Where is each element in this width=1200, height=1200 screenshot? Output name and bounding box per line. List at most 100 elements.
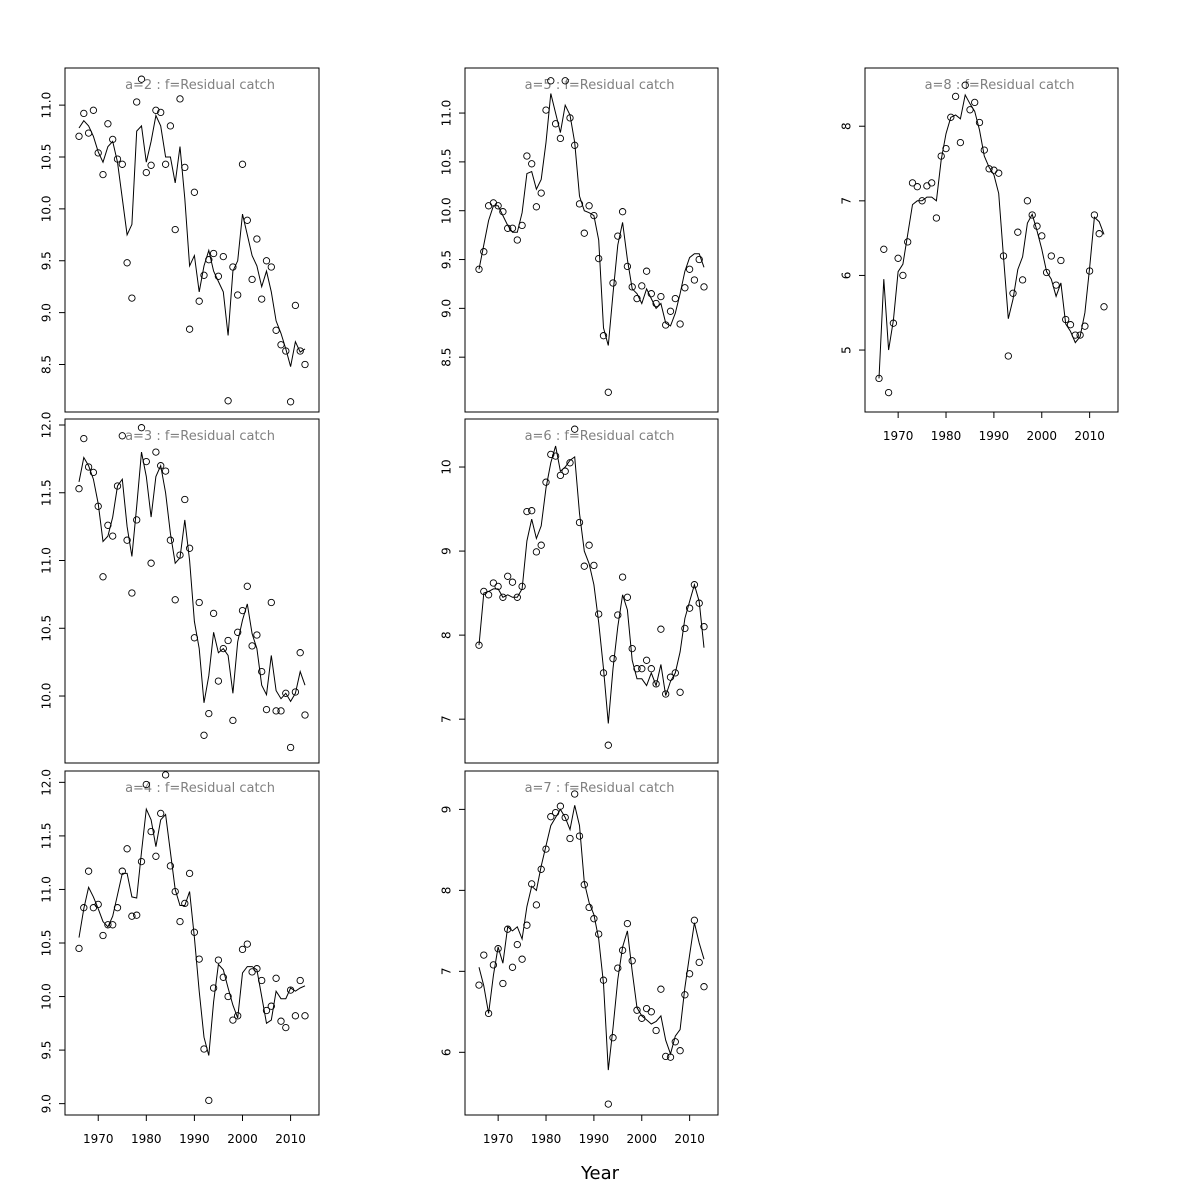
data-point	[609, 279, 617, 287]
data-point	[537, 189, 545, 197]
data-point	[1066, 321, 1075, 329]
data-point	[238, 160, 247, 168]
data-point	[633, 1006, 641, 1014]
data-point	[575, 832, 584, 840]
data-point	[301, 711, 309, 719]
data-point	[253, 965, 261, 973]
data-point	[1085, 267, 1094, 275]
data-point	[671, 669, 679, 677]
data-point	[258, 667, 266, 676]
data-point	[657, 292, 665, 301]
data-point	[666, 307, 675, 315]
data-point	[685, 604, 694, 612]
data-point	[542, 478, 550, 486]
data-point	[205, 1096, 213, 1105]
data-point	[599, 976, 608, 984]
data-point	[513, 940, 521, 949]
data-point	[234, 291, 242, 299]
data-point	[181, 495, 189, 504]
data-point	[282, 1023, 290, 1032]
data-point	[219, 644, 227, 653]
data-point	[956, 138, 965, 147]
data-point	[282, 347, 290, 355]
data-point	[638, 665, 646, 673]
data-point	[889, 319, 898, 327]
data-point	[104, 521, 112, 529]
data-point	[75, 132, 83, 140]
y-tick-label: 10.5	[40, 144, 54, 171]
data-point	[185, 544, 194, 552]
data-point	[604, 388, 612, 396]
data-point	[267, 263, 275, 271]
y-tick-label: 6	[440, 1048, 454, 1056]
data-point	[995, 169, 1003, 177]
data-point	[248, 968, 256, 976]
data-point	[248, 275, 256, 284]
data-point	[551, 452, 560, 460]
y-tick-label: 5	[840, 346, 854, 354]
data-point	[1100, 303, 1108, 311]
data-point	[695, 255, 703, 264]
data-point	[480, 587, 488, 596]
data-point	[508, 224, 517, 232]
data-point	[947, 113, 955, 121]
data-point	[880, 245, 888, 253]
data-point	[89, 468, 98, 477]
data-point	[1038, 232, 1046, 240]
data-point	[595, 254, 603, 263]
data-point	[166, 122, 175, 130]
data-point	[609, 1034, 617, 1042]
data-point	[80, 109, 88, 118]
data-point	[94, 502, 102, 510]
data-point	[99, 573, 107, 581]
data-point	[685, 970, 694, 978]
data-point	[253, 235, 261, 243]
data-point	[556, 471, 565, 480]
y-tick-label: 9.5	[40, 251, 54, 270]
data-point	[286, 398, 295, 406]
data-point	[152, 852, 160, 860]
data-point	[614, 232, 622, 240]
data-point	[157, 809, 165, 818]
data-point	[528, 507, 536, 515]
panel-title: a=8 : f=Residual catch	[925, 78, 1075, 93]
data-point	[181, 163, 189, 172]
data-point	[185, 325, 194, 333]
data-point	[104, 120, 112, 128]
data-point	[681, 284, 689, 292]
data-point	[80, 904, 88, 912]
data-point	[123, 845, 131, 853]
data-point	[523, 507, 531, 516]
data-point	[647, 1008, 655, 1016]
data-point	[243, 940, 251, 948]
data-point	[142, 457, 150, 466]
data-point	[628, 957, 636, 965]
y-tick-label: 10.0	[40, 683, 54, 710]
data-point	[614, 964, 622, 972]
data-point	[238, 945, 247, 954]
data-point	[633, 665, 641, 673]
data-point	[700, 983, 708, 991]
fitted-line	[78, 113, 306, 367]
data-point	[166, 536, 175, 544]
data-point	[657, 625, 665, 633]
data-point	[513, 593, 521, 601]
data-point	[1052, 281, 1060, 289]
data-point	[999, 252, 1008, 260]
data-point	[537, 541, 545, 549]
data-point	[499, 979, 507, 988]
data-point	[224, 636, 232, 645]
data-point	[1042, 268, 1051, 277]
panel-title: a=7 : f=Residual catch	[525, 781, 675, 796]
data-point	[532, 203, 541, 211]
data-point	[277, 341, 285, 349]
data-point	[585, 202, 593, 210]
data-point	[1009, 289, 1017, 297]
data-point	[518, 955, 526, 963]
data-point	[951, 92, 960, 101]
data-point	[595, 930, 603, 938]
y-tick-label: 10.0	[40, 196, 54, 223]
data-point	[499, 593, 507, 601]
data-point	[542, 106, 550, 114]
data-point	[623, 919, 632, 928]
